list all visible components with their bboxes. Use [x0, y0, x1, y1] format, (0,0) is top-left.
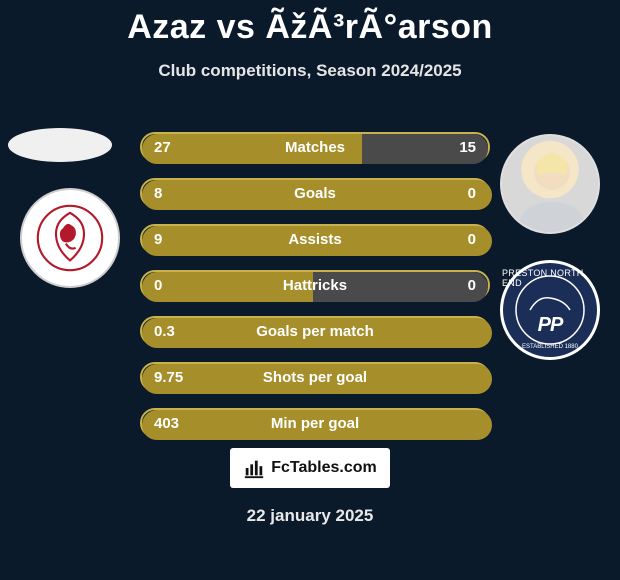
fctables-label: FcTables.com [271, 459, 377, 477]
stat-value-right: 0 [468, 277, 476, 294]
pne-ring-bottom: ESTABLISHED 1880 [522, 344, 578, 350]
stats-column: 27Matches158Goals09Assists00Hattricks00.… [140, 132, 490, 454]
stat-row: 9.75Shots per goal [140, 362, 490, 392]
stat-row: 8Goals0 [140, 178, 490, 208]
stat-row: 0.3Goals per match [140, 316, 490, 346]
stat-value-right: 0 [468, 231, 476, 248]
stat-label: Goals [142, 185, 488, 202]
stat-row: 27Matches15 [140, 132, 490, 162]
player-left-avatar [8, 128, 112, 162]
pne-initials: PP [538, 314, 563, 337]
stat-label: Shots per goal [142, 369, 488, 386]
stat-label: Matches [142, 139, 488, 156]
stat-value-right: 0 [468, 185, 476, 202]
fctables-badge[interactable]: FcTables.com [230, 448, 390, 488]
player-right-avatar [500, 134, 600, 234]
stat-label: Goals per match [142, 323, 488, 340]
page-title: Azaz vs ÃžÃ³rÃ°arson [0, 8, 620, 47]
stat-label: Hattricks [142, 277, 488, 294]
infographic-date: 22 january 2025 [0, 506, 620, 526]
stat-label: Min per goal [142, 415, 488, 432]
club-left-crest [20, 188, 120, 288]
stat-row: 403Min per goal [140, 408, 490, 438]
bar-chart-icon [243, 457, 265, 479]
stat-label: Assists [142, 231, 488, 248]
comparison-infographic: Azaz vs ÃžÃ³rÃ°arson Club competitions, … [0, 8, 620, 580]
player-silhouette-icon [502, 136, 600, 234]
stat-value-right: 15 [459, 139, 476, 156]
club-right-crest: PRESTON NORTH END PP ESTABLISHED 1880 [500, 260, 600, 360]
stat-row: 0Hattricks0 [140, 270, 490, 300]
lion-crest-icon [35, 203, 105, 273]
subtitle: Club competitions, Season 2024/2025 [0, 61, 620, 81]
pne-ring-top: PRESTON NORTH END [502, 268, 598, 288]
stat-row: 9Assists0 [140, 224, 490, 254]
